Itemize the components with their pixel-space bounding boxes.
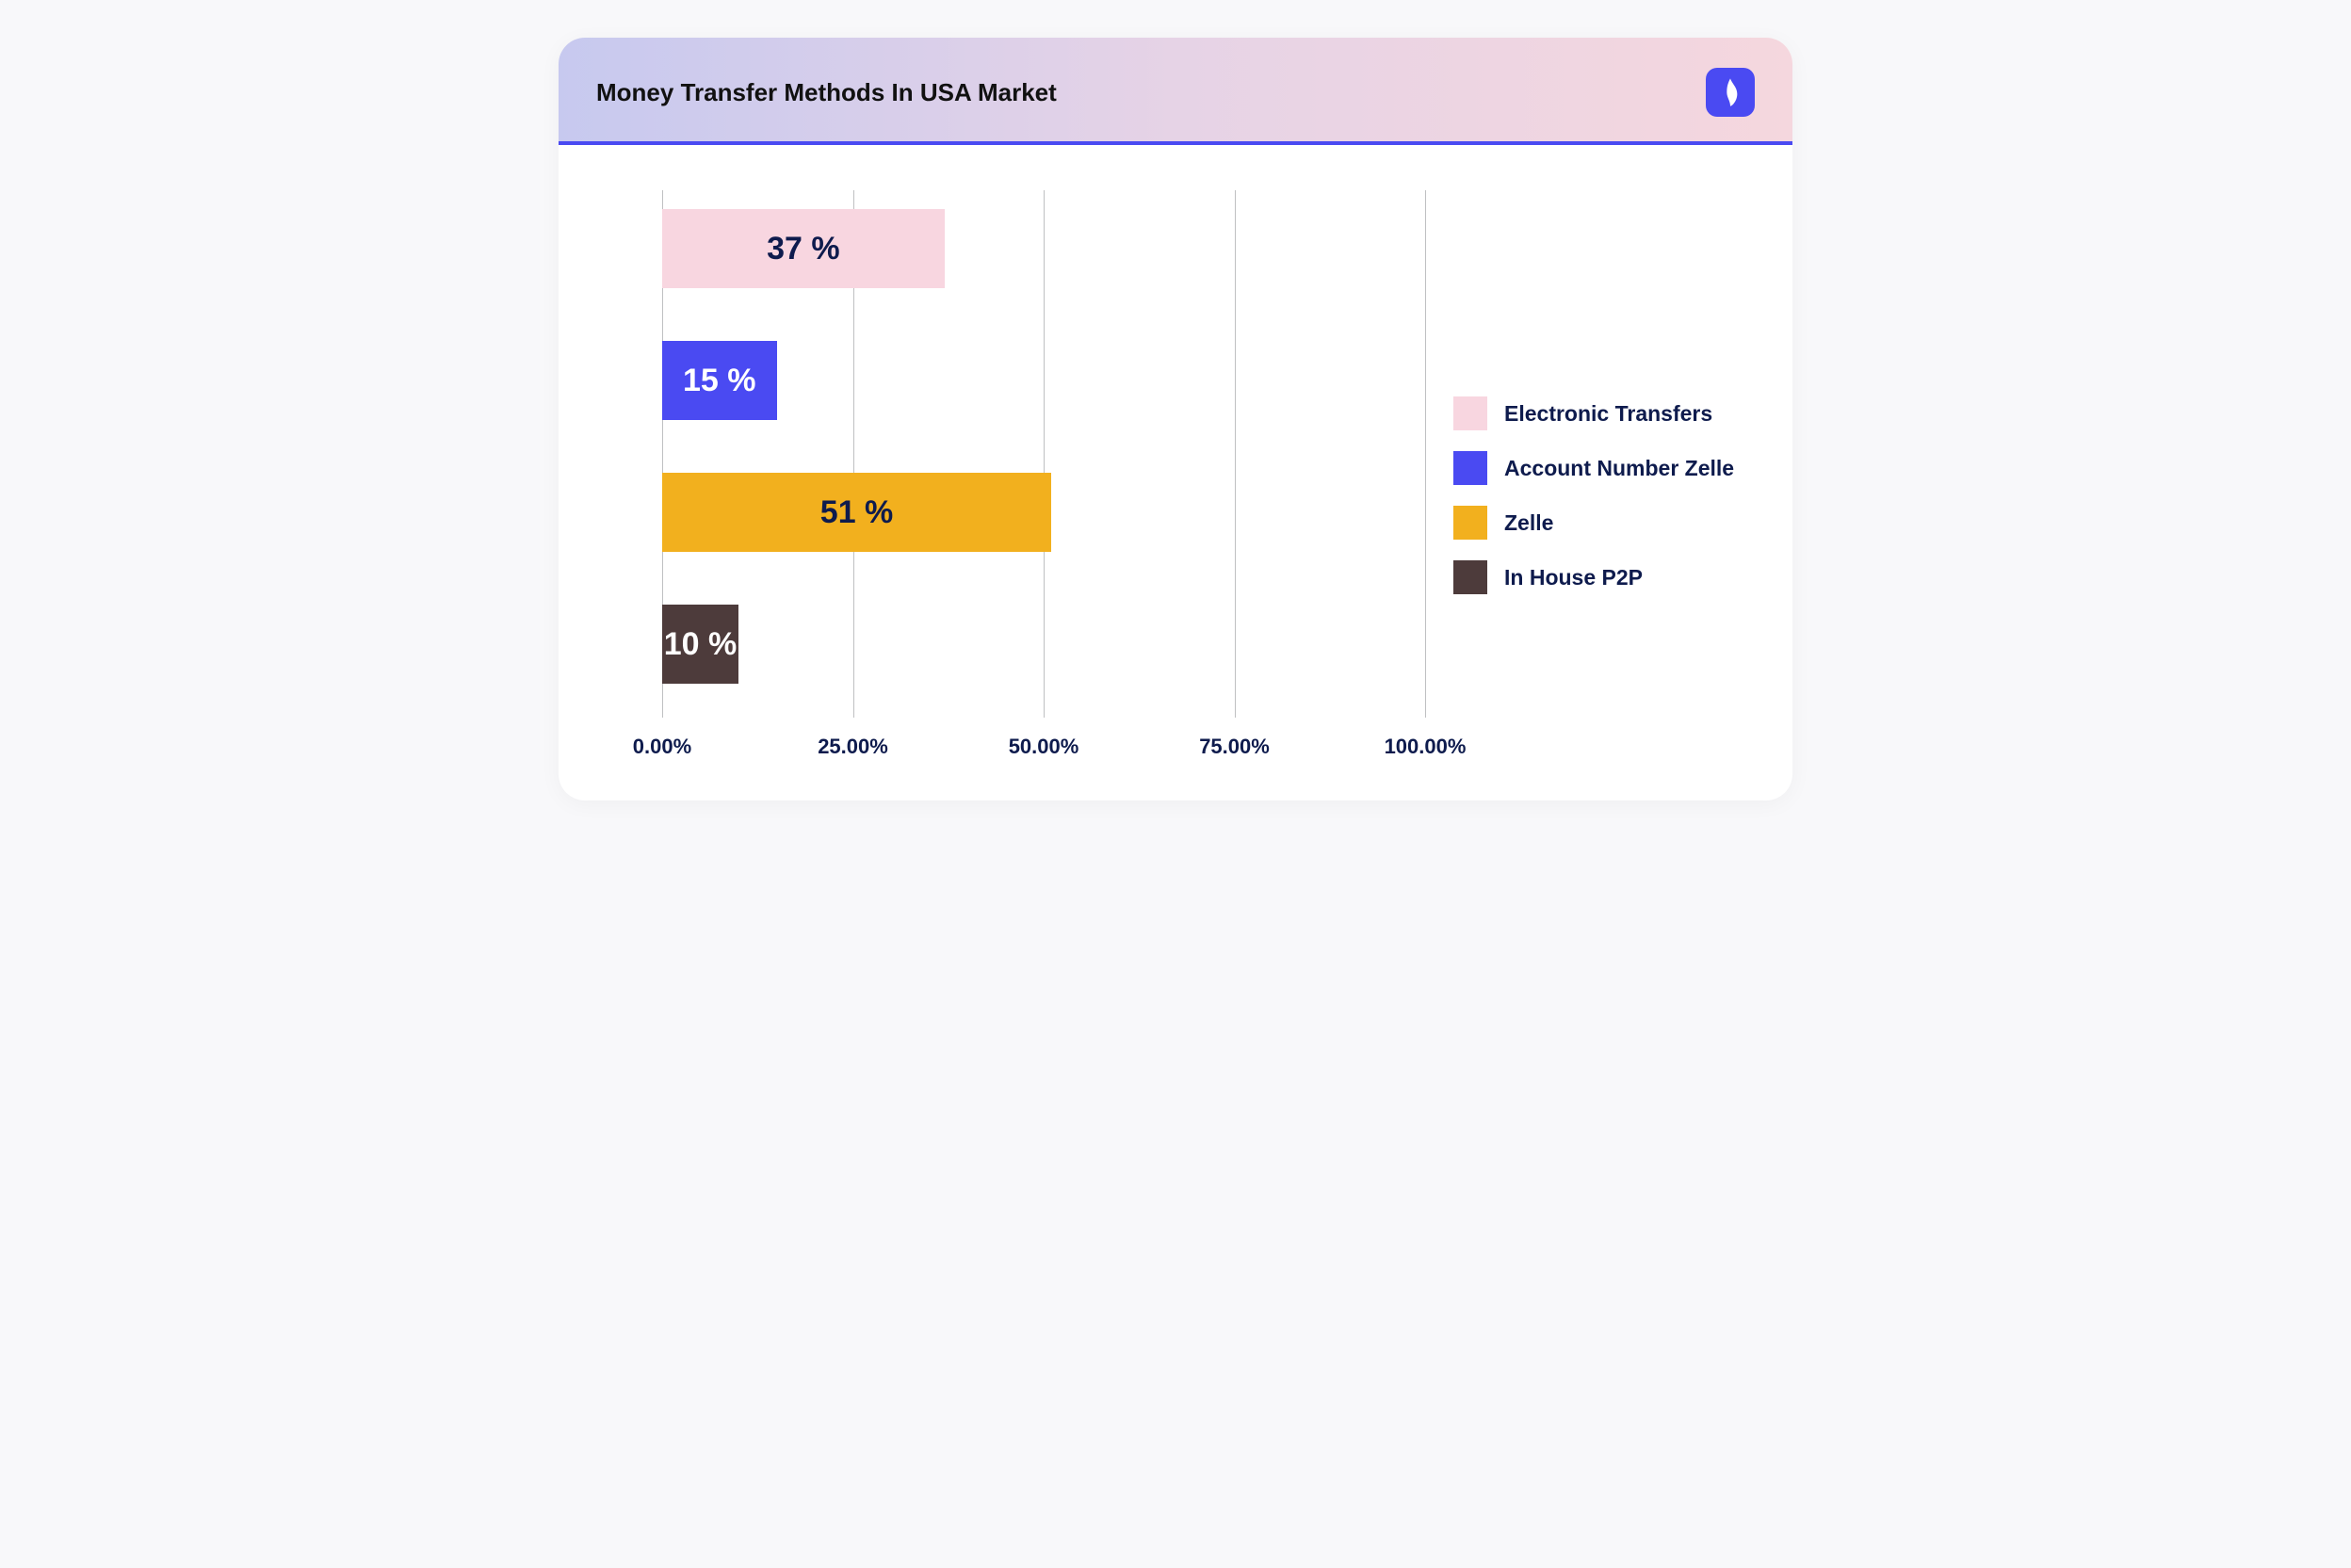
gridline: [1235, 190, 1236, 718]
bar-value-label: 10 %: [664, 626, 738, 663]
bar-fill: 37 %: [662, 209, 945, 288]
legend-swatch: [1453, 396, 1487, 430]
chart-legend: Electronic Transfers Account Number Zelle…: [1453, 190, 1745, 763]
bar-electronic: 37 %: [662, 209, 945, 288]
bar-value-label: 37 %: [767, 231, 840, 267]
legend-swatch: [1453, 451, 1487, 485]
x-tick-label: 0.00%: [633, 735, 691, 759]
chart-card: Money Transfer Methods In USA Market 37 …: [559, 38, 1792, 800]
legend-label: Electronic Transfers: [1504, 401, 1712, 427]
chart-title: Money Transfer Methods In USA Market: [596, 78, 1057, 107]
bar-p2p: 10 %: [662, 605, 738, 684]
chart-area: 37 % 15 % 51 % 10 % 0.00% 25.00% 50.00% 75.00%…: [606, 190, 1425, 763]
bar-acct-zelle: 15 %: [662, 341, 777, 420]
bar-value-label: 15 %: [683, 363, 756, 399]
legend-label: Account Number Zelle: [1504, 456, 1734, 481]
x-tick-label: 75.00%: [1199, 735, 1270, 759]
gridline: [1425, 190, 1426, 718]
bar-fill: 15 %: [662, 341, 777, 420]
gridline: [1044, 190, 1045, 718]
legend-item: Zelle: [1453, 506, 1745, 540]
card-header: Money Transfer Methods In USA Market: [559, 38, 1792, 145]
legend-label: In House P2P: [1504, 565, 1643, 590]
legend-swatch: [1453, 560, 1487, 594]
chart-plot: 37 % 15 % 51 % 10 %: [662, 190, 1425, 718]
bar-fill: 51 %: [662, 473, 1051, 552]
legend-label: Zelle: [1504, 510, 1553, 536]
bar-value-label: 51 %: [820, 494, 894, 531]
bar-zelle: 51 %: [662, 473, 1051, 552]
x-tick-label: 25.00%: [818, 735, 888, 759]
brand-logo-icon: [1706, 68, 1755, 117]
x-tick-label: 50.00%: [1009, 735, 1079, 759]
legend-item: Account Number Zelle: [1453, 451, 1745, 485]
legend-swatch: [1453, 506, 1487, 540]
legend-item: Electronic Transfers: [1453, 396, 1745, 430]
bar-fill: 10 %: [662, 605, 738, 684]
x-axis: 0.00%25.00%50.00%75.00%100.00%: [662, 735, 1425, 763]
legend-item: In House P2P: [1453, 560, 1745, 594]
x-tick-label: 100.00%: [1385, 735, 1467, 759]
card-body: 37 % 15 % 51 % 10 % 0.00% 25.00% 50.00% 75.00%…: [559, 145, 1792, 800]
